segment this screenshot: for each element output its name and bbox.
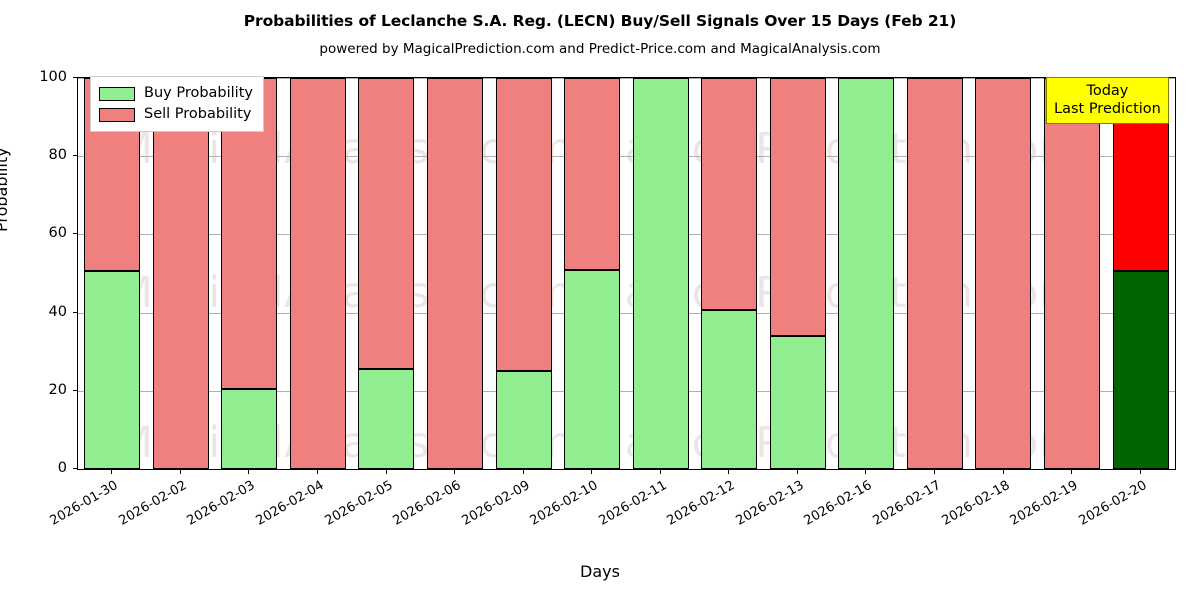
y-tick-label: 100 (39, 69, 67, 85)
bar-group[interactable] (633, 78, 689, 469)
y-tick-label: 60 (48, 225, 67, 242)
gridline-horizontal (78, 312, 1175, 314)
y-tick-label: 80 (48, 147, 67, 164)
bar-group[interactable] (427, 78, 483, 469)
x-tick-mark (248, 470, 249, 474)
y-tick-label: 40 (48, 303, 67, 320)
bar-segment-sell[interactable] (496, 78, 552, 371)
legend-item-sell: Sell Probability (99, 104, 253, 125)
bar-segment-sell[interactable] (1044, 78, 1100, 469)
x-tick-mark (386, 470, 387, 474)
y-tick-mark (73, 155, 77, 157)
x-tick-mark (865, 470, 866, 474)
legend-label-sell: Sell Probability (144, 106, 252, 123)
bar-segment-buy[interactable] (564, 270, 620, 469)
bar-group[interactable] (770, 78, 826, 469)
bar-group[interactable] (564, 78, 620, 469)
bar-group[interactable] (975, 78, 1031, 469)
y-tick-mark (73, 468, 77, 469)
x-tick-mark (728, 470, 729, 474)
x-tick-mark (111, 470, 112, 474)
x-tick-mark (454, 470, 455, 474)
today-annotation-box: Today Last Prediction (1046, 77, 1169, 125)
bar-group[interactable] (701, 78, 757, 469)
bar-segment-sell[interactable] (153, 78, 209, 469)
bar-segment-buy[interactable] (496, 370, 552, 469)
x-tick-mark (180, 470, 181, 474)
y-axis-label: Probability (0, 147, 11, 232)
x-tick-mark (591, 470, 592, 474)
bar-segment-buy[interactable] (358, 368, 414, 469)
bar-segment-sell[interactable] (564, 78, 620, 271)
bar-group[interactable] (1044, 78, 1100, 469)
bar-group[interactable] (84, 78, 140, 469)
bar-segment-buy[interactable] (84, 270, 140, 469)
bar-group[interactable] (290, 78, 346, 469)
bar-segment-sell[interactable] (975, 78, 1031, 469)
bar-segment-sell[interactable] (427, 78, 483, 469)
gridline-horizontal (78, 156, 1175, 158)
bar-group[interactable] (153, 78, 209, 469)
gridline-horizontal (78, 78, 1175, 79)
bar-segment-buy[interactable] (701, 309, 757, 469)
x-tick-mark (523, 470, 524, 474)
today-line-2: Last Prediction (1054, 101, 1161, 118)
x-tick-mark (1140, 470, 1141, 474)
bar-segment-buy[interactable] (770, 335, 826, 469)
x-tick-mark (1071, 470, 1072, 474)
legend-label-buy: Buy Probability (144, 85, 253, 102)
y-tick-mark (73, 311, 77, 313)
x-tick-mark (1003, 470, 1004, 474)
legend-swatch-sell-icon (99, 107, 135, 122)
bar-segment-sell[interactable] (290, 78, 346, 469)
bar-segment-sell[interactable] (358, 78, 414, 369)
y-tick-mark (73, 233, 77, 235)
y-tick-mark (73, 389, 77, 391)
x-tick-mark (934, 470, 935, 474)
bar-segment-sell[interactable] (701, 78, 757, 310)
bar-segment-sell[interactable] (770, 78, 826, 336)
bar-group[interactable] (496, 78, 552, 469)
bar-segment-buy[interactable] (1113, 270, 1169, 469)
y-tick-label: 20 (48, 381, 67, 398)
x-tick-mark (660, 470, 661, 474)
bar-group[interactable] (1113, 78, 1169, 469)
x-tick-mark (317, 470, 318, 474)
x-axis-label: Days (580, 562, 620, 581)
bar-segment-buy[interactable] (633, 78, 689, 469)
gridline-horizontal (78, 390, 1175, 392)
today-line-1: Today (1086, 83, 1129, 99)
bar-segment-sell[interactable] (907, 78, 963, 469)
bar-group[interactable] (907, 78, 963, 469)
y-tick-mark (73, 77, 77, 78)
plot-clip: MagicalAnalysis.com MagicalPrediction.co… (78, 78, 1175, 469)
gridline-horizontal (78, 234, 1175, 236)
legend-swatch-buy-icon (99, 86, 135, 101)
bar-segment-buy[interactable] (838, 78, 894, 469)
chart-legend: Buy Probability Sell Probability (90, 76, 264, 132)
chart-subtitle: powered by MagicalPrediction.com and Pre… (319, 41, 881, 57)
legend-item-buy: Buy Probability (99, 83, 253, 104)
plot-area: MagicalAnalysis.com MagicalPrediction.co… (77, 77, 1176, 470)
bar-group[interactable] (221, 78, 277, 469)
chart-title: Probabilities of Leclanche S.A. Reg. (LE… (243, 12, 957, 30)
bar-segment-buy[interactable] (221, 389, 277, 469)
x-tick-mark (797, 470, 798, 474)
y-tick-label: 0 (57, 460, 67, 476)
bar-group[interactable] (838, 78, 894, 469)
bar-group[interactable] (358, 78, 414, 469)
